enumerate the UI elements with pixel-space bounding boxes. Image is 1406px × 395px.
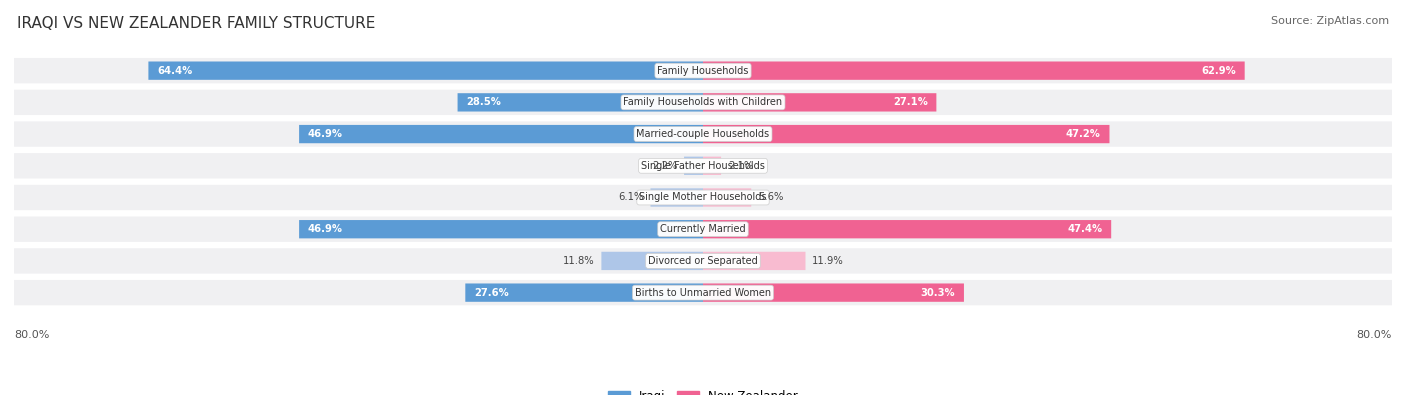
FancyBboxPatch shape: [457, 93, 703, 111]
FancyBboxPatch shape: [14, 216, 1392, 242]
FancyBboxPatch shape: [149, 62, 703, 80]
Text: 27.1%: 27.1%: [893, 97, 928, 107]
FancyBboxPatch shape: [14, 153, 1392, 179]
Text: 47.2%: 47.2%: [1066, 129, 1101, 139]
Legend: Iraqi, New Zealander: Iraqi, New Zealander: [603, 385, 803, 395]
FancyBboxPatch shape: [14, 280, 1392, 305]
FancyBboxPatch shape: [703, 62, 1244, 80]
Text: 11.8%: 11.8%: [562, 256, 595, 266]
Text: 64.4%: 64.4%: [157, 66, 193, 76]
FancyBboxPatch shape: [465, 284, 703, 302]
FancyBboxPatch shape: [14, 248, 1392, 274]
Text: Single Father Households: Single Father Households: [641, 161, 765, 171]
Text: Family Households: Family Households: [658, 66, 748, 76]
FancyBboxPatch shape: [703, 220, 1111, 238]
Text: Births to Unmarried Women: Births to Unmarried Women: [636, 288, 770, 298]
FancyBboxPatch shape: [703, 93, 936, 111]
FancyBboxPatch shape: [703, 284, 965, 302]
Text: Divorced or Separated: Divorced or Separated: [648, 256, 758, 266]
Text: 2.1%: 2.1%: [728, 161, 754, 171]
FancyBboxPatch shape: [14, 185, 1392, 210]
Text: Source: ZipAtlas.com: Source: ZipAtlas.com: [1271, 16, 1389, 26]
Text: 46.9%: 46.9%: [308, 224, 343, 234]
FancyBboxPatch shape: [651, 188, 703, 207]
FancyBboxPatch shape: [602, 252, 703, 270]
FancyBboxPatch shape: [703, 157, 721, 175]
FancyBboxPatch shape: [685, 157, 703, 175]
FancyBboxPatch shape: [14, 90, 1392, 115]
FancyBboxPatch shape: [703, 188, 751, 207]
Text: 6.1%: 6.1%: [619, 192, 644, 203]
FancyBboxPatch shape: [299, 125, 703, 143]
FancyBboxPatch shape: [703, 252, 806, 270]
FancyBboxPatch shape: [14, 121, 1392, 147]
Text: Family Households with Children: Family Households with Children: [623, 97, 783, 107]
Text: Single Mother Households: Single Mother Households: [640, 192, 766, 203]
Text: Currently Married: Currently Married: [661, 224, 745, 234]
Text: 30.3%: 30.3%: [921, 288, 955, 298]
Text: 11.9%: 11.9%: [813, 256, 844, 266]
FancyBboxPatch shape: [703, 125, 1109, 143]
Text: 5.6%: 5.6%: [758, 192, 783, 203]
Text: 27.6%: 27.6%: [474, 288, 509, 298]
Text: Married-couple Households: Married-couple Households: [637, 129, 769, 139]
FancyBboxPatch shape: [299, 220, 703, 238]
Text: 80.0%: 80.0%: [1357, 330, 1392, 340]
Text: 2.2%: 2.2%: [652, 161, 678, 171]
Text: 62.9%: 62.9%: [1201, 66, 1236, 76]
FancyBboxPatch shape: [14, 58, 1392, 83]
Text: IRAQI VS NEW ZEALANDER FAMILY STRUCTURE: IRAQI VS NEW ZEALANDER FAMILY STRUCTURE: [17, 16, 375, 31]
Text: 46.9%: 46.9%: [308, 129, 343, 139]
Text: 28.5%: 28.5%: [467, 97, 501, 107]
Text: 47.4%: 47.4%: [1067, 224, 1102, 234]
Text: 80.0%: 80.0%: [14, 330, 49, 340]
